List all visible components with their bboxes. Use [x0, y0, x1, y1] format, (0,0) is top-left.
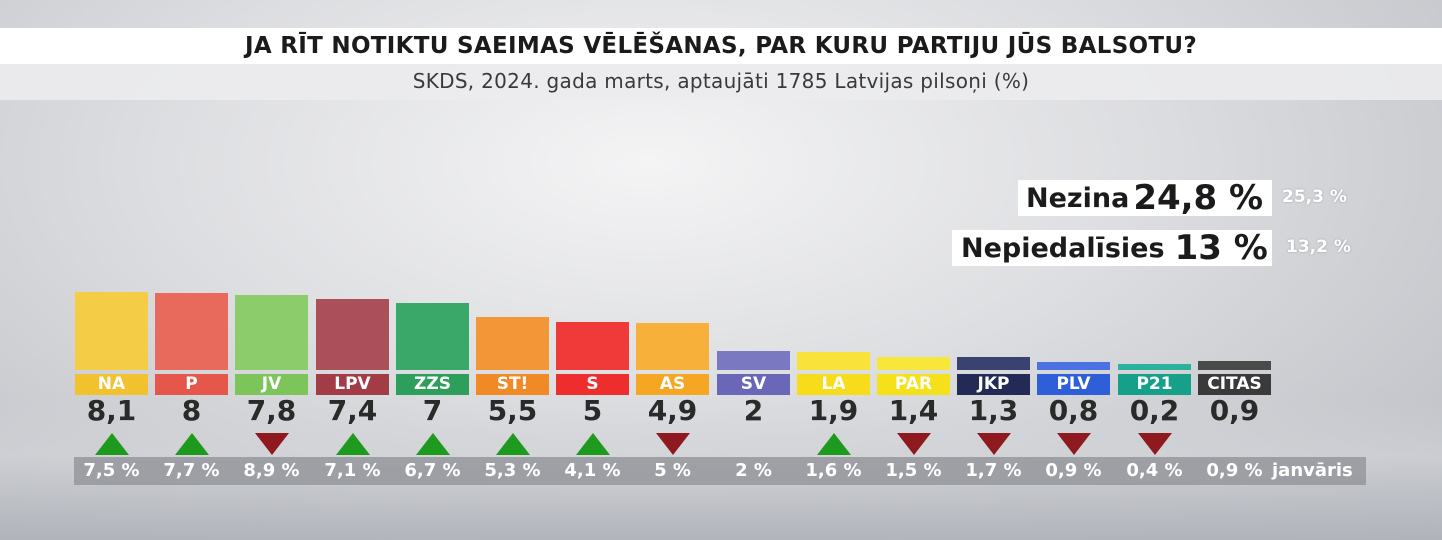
trend-down-icon	[976, 433, 1011, 455]
trend-up-icon	[575, 433, 610, 455]
previous-values-band	[74, 457, 1366, 485]
trend-down-icon	[655, 433, 690, 455]
party-label: LA	[797, 374, 870, 395]
party-label: P	[155, 374, 228, 395]
previous-value: 2 %	[735, 460, 772, 481]
bar-zzs	[396, 303, 469, 370]
previous-value: 0,9 %	[1045, 460, 1102, 481]
value-label: 1,9	[808, 394, 859, 427]
bar-na	[75, 292, 148, 370]
value-label: 0,8	[1048, 394, 1099, 427]
party-label: JV	[235, 374, 308, 395]
party-label: CITAS	[1198, 374, 1271, 395]
value-label: 5	[582, 394, 603, 427]
trend-up-icon	[174, 433, 209, 455]
nezina-box: Nezina 24,8 %	[1018, 178, 1272, 218]
previous-value: 1,7 %	[965, 460, 1022, 481]
trend-up-icon	[495, 433, 530, 455]
bar-plv	[1037, 362, 1110, 370]
party-label: PLV	[1037, 374, 1110, 395]
bar-s	[556, 322, 629, 370]
value-label: 7,8	[246, 394, 297, 427]
value-label: 1,4	[888, 394, 939, 427]
party-label: ST!	[476, 374, 549, 395]
bar-sv	[717, 351, 790, 370]
previous-value: 0,4 %	[1126, 460, 1183, 481]
value-label: 7	[422, 394, 443, 427]
nepiedalisies-box: Nepiedalīsies 13 %	[952, 228, 1272, 268]
bar-citas	[1198, 361, 1271, 370]
trend-up-icon	[94, 433, 129, 455]
bar-la	[797, 352, 870, 370]
trend-down-icon	[1137, 433, 1172, 455]
previous-value: 1,6 %	[805, 460, 862, 481]
trend-down-icon	[896, 433, 931, 455]
nepiedalisies-value: 13 %	[1174, 228, 1268, 268]
previous-value: 8,9 %	[243, 460, 300, 481]
trend-down-icon	[254, 433, 289, 455]
nepiedalisies-label: Nepiedalīsies	[961, 232, 1165, 264]
party-label: JKP	[957, 374, 1030, 395]
party-label: LPV	[316, 374, 389, 395]
bar-st	[476, 317, 549, 370]
previous-value: 7,7 %	[163, 460, 220, 481]
value-label: 5,5	[487, 394, 538, 427]
value-label: 2	[743, 394, 764, 427]
trend-up-icon	[335, 433, 370, 455]
value-label: 0,9	[1209, 394, 1260, 427]
nezina-value: 24,8 %	[1133, 178, 1264, 218]
trend-down-icon	[1056, 433, 1091, 455]
value-label: 1,3	[968, 394, 1019, 427]
trend-up-icon	[816, 433, 851, 455]
value-label: 0,2	[1129, 394, 1180, 427]
trend-up-icon	[415, 433, 450, 455]
previous-value: 0,9 %	[1206, 460, 1263, 481]
previous-period-label: janvāris	[1272, 460, 1353, 481]
subtitle-band	[0, 64, 1442, 100]
chart-title: JA RĪT NOTIKTU SAEIMAS VĒLĒŠANAS, PAR KU…	[244, 33, 1198, 59]
bar-par	[877, 357, 950, 370]
party-label: S	[556, 374, 629, 395]
party-label: ZZS	[396, 374, 469, 395]
previous-value: 1,5 %	[885, 460, 942, 481]
bar-p	[155, 293, 228, 370]
value-label: 7,4	[327, 394, 378, 427]
party-label: AS	[636, 374, 709, 395]
previous-value: 6,7 %	[404, 460, 461, 481]
value-label: 8,1	[86, 394, 137, 427]
value-label: 4,9	[647, 394, 698, 427]
party-label: P21	[1118, 374, 1191, 395]
previous-value: 5 %	[654, 460, 691, 481]
party-label: SV	[717, 374, 790, 395]
previous-value: 7,1 %	[324, 460, 381, 481]
party-label: NA	[75, 374, 148, 395]
previous-value: 5,3 %	[484, 460, 541, 481]
title-band	[0, 28, 1442, 64]
value-label: 8	[181, 394, 202, 427]
previous-value: 4,1 %	[564, 460, 621, 481]
bar-p21	[1118, 364, 1191, 370]
party-label: PAR	[877, 374, 950, 395]
nezina-previous: 25,3 %	[1282, 187, 1347, 207]
nezina-label: Nezina	[1026, 182, 1130, 214]
chart-subtitle: SKDS, 2024. gada marts, aptaujāti 1785 L…	[412, 69, 1030, 93]
bar-as	[636, 323, 709, 370]
bar-jv	[235, 295, 308, 370]
previous-value: 7,5 %	[83, 460, 140, 481]
bar-lpv	[316, 299, 389, 370]
nepiedalisies-previous: 13,2 %	[1286, 237, 1351, 257]
bar-jkp	[957, 357, 1030, 370]
